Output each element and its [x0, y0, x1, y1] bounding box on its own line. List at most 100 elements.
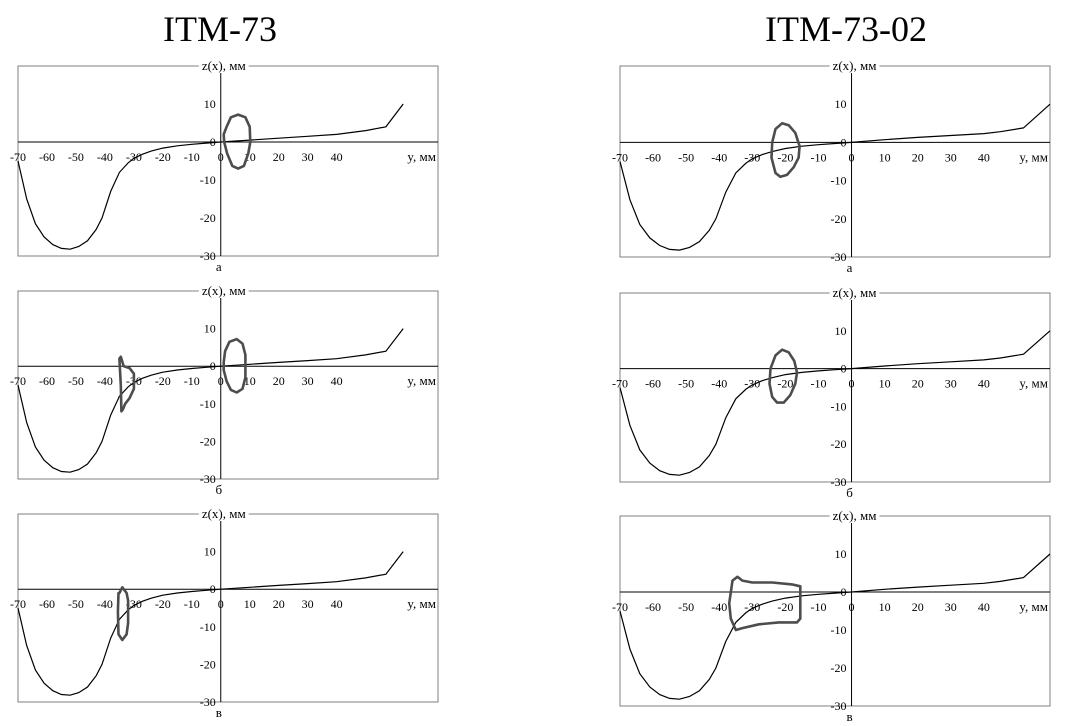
y-axis-label: y, мм	[1019, 376, 1048, 391]
x-tick-label: 10	[879, 600, 891, 614]
y-tick-label: -10	[200, 397, 216, 411]
x-tick-label: 30	[945, 377, 957, 391]
right-column-title: ITM-73-02	[765, 9, 927, 49]
z-axis-label-bg	[829, 285, 880, 300]
x-tick-label: 40	[331, 597, 343, 611]
x-tick-label: 0	[849, 600, 855, 614]
y-tick-label: 10	[835, 547, 847, 561]
y-tick-label: -30	[200, 695, 216, 709]
x-tick-label: 10	[879, 150, 891, 164]
y-tick-label: -30	[200, 249, 216, 263]
x-tick-label: 30	[302, 597, 314, 611]
x-tick-label: 0	[849, 377, 855, 391]
y-tick-label: 10	[204, 97, 216, 111]
panel-left-2: -70 -60 -50 -40 -30 -20 -10 0 10 20 30 40100-10-20-…	[10, 283, 439, 497]
x-tick-label: -60	[39, 374, 55, 388]
contour-outline	[768, 348, 799, 404]
panel-label: в	[216, 705, 222, 720]
panel-label: б	[846, 485, 853, 500]
x-tick-label: -40	[97, 150, 113, 164]
y-tick-label: -20	[831, 661, 847, 675]
z-axis-label-bg	[829, 508, 880, 523]
x-tick-label: 0	[849, 150, 855, 164]
z-axis-label: z(x), мм	[833, 58, 877, 73]
x-tick-label: -20	[155, 150, 171, 164]
x-tick-label: -10	[184, 150, 200, 164]
x-tick-label: 0	[218, 150, 224, 164]
x-tick-label: -70	[612, 150, 628, 164]
x-tick-label: -20	[155, 374, 171, 388]
contour-outline	[727, 575, 802, 632]
x-tick-label: 0	[218, 597, 224, 611]
y-tick-label: 10	[835, 324, 847, 338]
x-tick-label: -10	[810, 377, 826, 391]
x-tick-label: -20	[777, 150, 793, 164]
x-tick-label: -10	[184, 597, 200, 611]
x-tick-label: -70	[612, 600, 628, 614]
y-tick-label: -30	[831, 475, 847, 489]
y-axis-label: y, мм	[407, 149, 436, 164]
x-tick-label: -50	[68, 150, 84, 164]
y-tick-label: -20	[200, 211, 216, 225]
panel-right-3: -70 -60 -50 -40 -30 -20 -10 0 10 20 30 40100-10-20-…	[612, 508, 1051, 724]
y-tick-label: 10	[204, 545, 216, 559]
x-tick-label: 30	[945, 150, 957, 164]
panel-left-3: -70 -60 -50 -40 -30 -20 -10 0 10 20 30 40100-10-20-…	[10, 506, 439, 720]
x-tick-label: -40	[97, 597, 113, 611]
x-tick-label: -50	[678, 377, 694, 391]
x-tick-label: 40	[978, 600, 990, 614]
z-axis-label: z(x), мм	[833, 508, 877, 523]
x-tick-label: -40	[97, 374, 113, 388]
z-axis-label: z(x), мм	[202, 283, 246, 298]
y-tick-label: -20	[831, 212, 847, 226]
y-tick-label: 0	[210, 582, 216, 596]
z-axis-label-bg	[829, 58, 880, 73]
x-tick-label: 10	[244, 597, 256, 611]
x-tick-label: -40	[711, 150, 727, 164]
y-tick-label: -10	[831, 623, 847, 637]
y-tick-label: -30	[831, 699, 847, 713]
z-axis-label: z(x), мм	[202, 58, 246, 73]
z-axis-label-bg	[198, 283, 249, 298]
x-tick-label: -30	[126, 597, 142, 611]
contour-outline	[770, 122, 801, 179]
x-tick-label: -30	[126, 150, 142, 164]
x-tick-label: 20	[912, 600, 924, 614]
x-tick-label: -10	[184, 374, 200, 388]
left-column-title: ITM-73	[163, 9, 277, 49]
y-tick-label: 10	[835, 97, 847, 111]
y-axis-label: y, мм	[1019, 599, 1048, 614]
panel-right-1: -70 -60 -50 -40 -30 -20 -10 0 10 20 30 40100-10-20-…	[612, 58, 1051, 275]
panel-label: а	[216, 259, 222, 274]
y-tick-label: -20	[200, 657, 216, 671]
x-tick-label: -50	[68, 597, 84, 611]
x-tick-label: -40	[711, 377, 727, 391]
data-line	[619, 330, 1051, 476]
panel-right-2: -70 -60 -50 -40 -30 -20 -10 0 10 20 30 40100-10-20-…	[612, 285, 1051, 500]
x-tick-label: 10	[244, 374, 256, 388]
z-axis-label: z(x), мм	[202, 506, 246, 521]
data-line	[17, 551, 404, 696]
data-line	[619, 103, 1051, 251]
x-tick-label: -70	[612, 377, 628, 391]
x-tick-label: -20	[777, 600, 793, 614]
x-tick-label: -40	[711, 600, 727, 614]
x-tick-label: 20	[912, 377, 924, 391]
panel-label: б	[215, 482, 222, 497]
x-tick-label: -70	[10, 597, 26, 611]
x-tick-label: 40	[978, 150, 990, 164]
x-tick-label: -60	[645, 377, 661, 391]
y-axis-label: y, мм	[407, 373, 436, 388]
contour-outline	[222, 337, 247, 394]
x-tick-label: 20	[912, 150, 924, 164]
x-tick-label: -20	[155, 597, 171, 611]
data-line	[619, 553, 1051, 700]
panel-label: в	[846, 709, 852, 724]
y-tick-label: 0	[210, 359, 216, 373]
panel-label: а	[847, 260, 853, 275]
x-tick-label: -10	[810, 600, 826, 614]
x-tick-label: 20	[273, 597, 285, 611]
x-tick-label: 20	[273, 150, 285, 164]
x-tick-label: 20	[273, 374, 285, 388]
